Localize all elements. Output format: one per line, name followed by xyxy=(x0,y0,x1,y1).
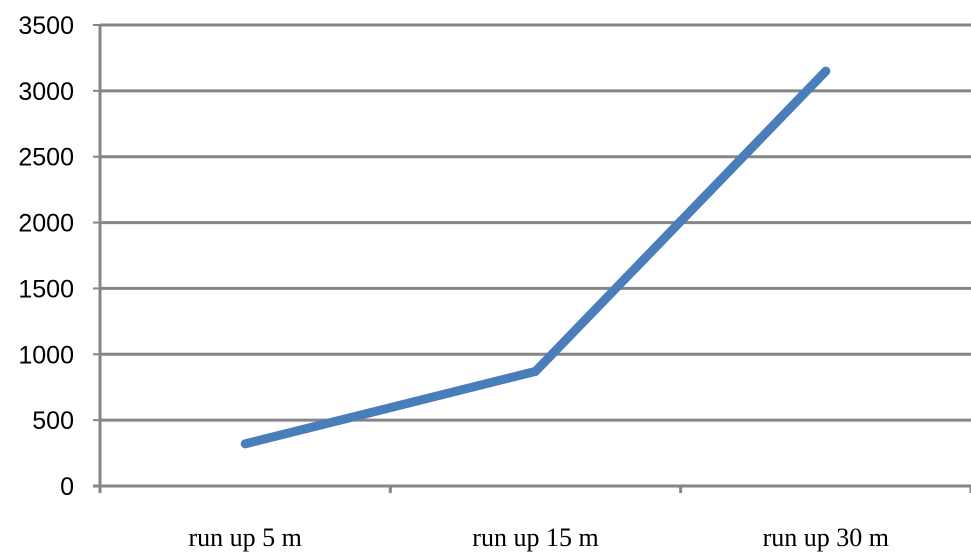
gridlines xyxy=(100,25,971,420)
x-tick-label: run up 15 m xyxy=(472,523,598,552)
series-group xyxy=(241,67,831,449)
x-tick-label: run up 5 m xyxy=(188,523,301,552)
y-tick-label: 2500 xyxy=(18,144,74,172)
axes xyxy=(93,25,971,493)
y-tick-label: 500 xyxy=(32,407,74,435)
x-tick-label: run up 30 m xyxy=(763,523,889,552)
y-tick-label: 1500 xyxy=(18,275,74,303)
x-tick-labels: run up 5 m run up 15 m run up 30 m xyxy=(188,523,889,552)
series-line-0 xyxy=(245,71,826,444)
data-point xyxy=(241,439,250,448)
data-point xyxy=(821,67,830,76)
y-tick-label: 3000 xyxy=(18,78,74,106)
y-tick-label: 2000 xyxy=(18,210,74,238)
data-point xyxy=(531,367,540,376)
y-tick-label: 3500 xyxy=(18,12,74,40)
y-tick-label: 0 xyxy=(60,473,74,501)
y-tick-label: 1000 xyxy=(18,341,74,369)
y-tick-labels: 0 500 1000 1500 2000 2500 3000 3500 xyxy=(18,12,74,501)
